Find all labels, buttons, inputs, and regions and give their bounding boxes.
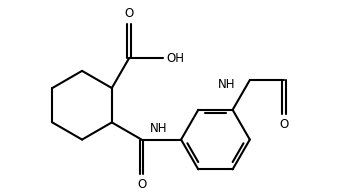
Text: NH: NH bbox=[150, 122, 167, 135]
Text: O: O bbox=[137, 178, 146, 191]
Text: O: O bbox=[124, 7, 133, 20]
Text: O: O bbox=[280, 118, 289, 131]
Text: OH: OH bbox=[166, 52, 184, 65]
Text: NH: NH bbox=[218, 78, 236, 91]
